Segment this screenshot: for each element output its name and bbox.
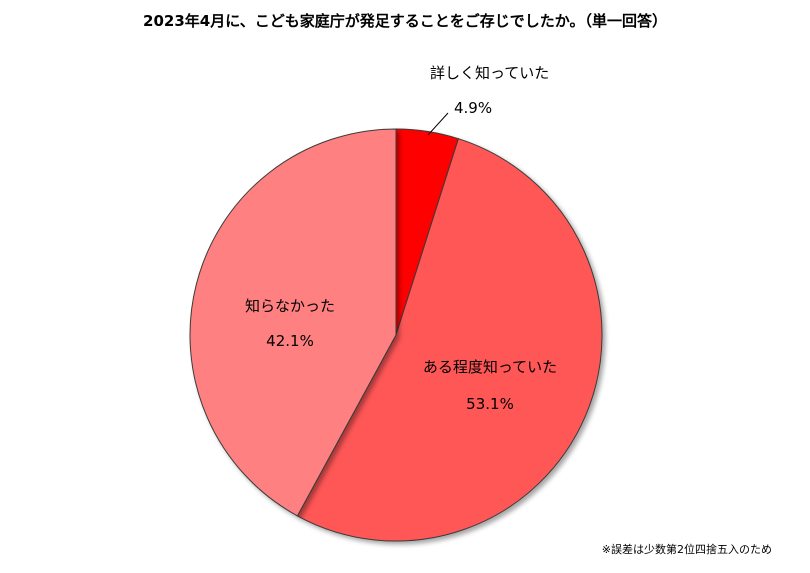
pie-slices: [189, 128, 603, 542]
slice-value-somewhat: 53.1%: [466, 395, 514, 413]
slice-value-unaware: 42.1%: [266, 332, 314, 350]
pie-slice-unaware: [189, 128, 397, 517]
chart-title: 2023年4月に、こども家庭庁が発足することをご存じでしたか。（単一回答）: [143, 12, 667, 30]
slice-label-detailed: 詳しく知っていた: [430, 64, 549, 82]
pie-slice-somewhat: [296, 138, 603, 542]
slice-label-unaware: 知らなかった: [245, 297, 335, 315]
footnote: ※誤差は少数第2位四捨五入のため: [602, 542, 772, 556]
leader-line-detailed: [427, 112, 449, 136]
slice-label-somewhat: ある程度知っていた: [423, 358, 557, 376]
slice-value-detailed: 4.9%: [454, 99, 492, 117]
